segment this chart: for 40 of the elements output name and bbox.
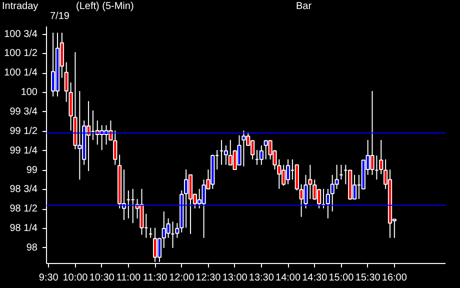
x-tick-label: 14:00 (276, 272, 301, 284)
x-tick-label: 11:00 (116, 272, 142, 284)
y-tick-label: 98 1/4 (10, 223, 38, 234)
candlestick (370, 90, 374, 176)
candlestick (51, 32, 56, 97)
text: Bar (296, 1, 312, 12)
candlestick (352, 174, 357, 200)
x-tick-label: 14:30 (302, 272, 328, 284)
x-tick-label: 12:00 (169, 272, 195, 284)
x-tick-label: 12:30 (196, 272, 222, 284)
candlestick (312, 179, 317, 200)
x-tick-label: 9:30 (38, 272, 59, 284)
x-tick-label: 11:30 (142, 272, 168, 284)
candlestick (166, 218, 170, 238)
x-tick-label: 15:00 (328, 272, 354, 284)
chart-title: Intraday (2, 1, 38, 12)
candlestick (286, 158, 290, 185)
y-tick-label: 99 3/4 (10, 106, 38, 118)
y-tick-label: 100 1/4 (4, 68, 38, 79)
candlestick (259, 144, 264, 166)
chart-subtitle: (Left) (5-Min) (76, 1, 134, 12)
candlestick (224, 144, 228, 166)
x-tick-label: 15:30 (355, 272, 381, 284)
x-tick-label: 10:30 (89, 272, 115, 284)
y-tick-label: 99 1/2 (10, 126, 38, 137)
x-tick-label: 13:00 (222, 272, 248, 284)
y-tick-label: 99 1/4 (10, 145, 38, 156)
y-tick-label: 100 (20, 87, 38, 98)
y-tick-label: 100 1/2 (4, 48, 38, 60)
text: 7/19 (50, 11, 70, 22)
y-tick-label: 99 (26, 164, 38, 176)
candlestick (379, 139, 384, 175)
x-tick-label: 16:00 (382, 272, 408, 284)
y-tick-label: 98 (26, 242, 38, 254)
y-tick-label: 100 3/4 (4, 28, 38, 40)
candlestick (86, 100, 91, 172)
y-tick-label: 98 3/4 (10, 184, 38, 196)
y-tick-label: 98 1/2 (10, 204, 38, 215)
x-tick-label: 10:00 (62, 272, 88, 284)
x-tick-label: 13:30 (248, 272, 274, 284)
